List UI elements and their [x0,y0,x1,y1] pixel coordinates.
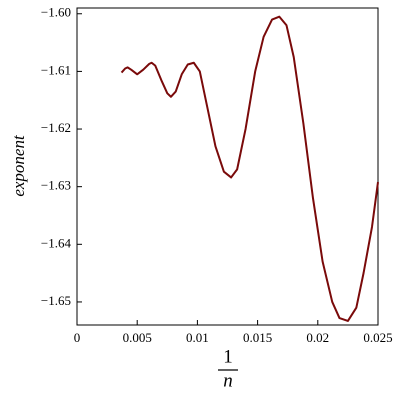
y-tick-label: −1.64 [41,235,72,250]
y-tick-label: −1.63 [41,178,71,193]
x-tick-label: 0.015 [243,330,272,345]
x-tick-label: 0.02 [306,330,329,345]
x-label-denominator: n [223,370,233,391]
y-tick-label: −1.65 [41,293,71,308]
y-tick-label: −1.62 [41,120,71,135]
y-tick-label: −1.61 [41,62,71,77]
x-tick-label: 0.01 [186,330,209,345]
x-label-numerator: 1 [223,346,233,367]
y-label: exponent [9,134,28,197]
line-series [120,15,379,322]
x-tick-label: 0 [74,330,81,345]
y-tick-label: −1.60 [41,5,71,20]
plot-frame [76,7,379,326]
x-tick-label: 0.025 [363,330,392,345]
x-tick-label: 0.005 [123,330,152,345]
